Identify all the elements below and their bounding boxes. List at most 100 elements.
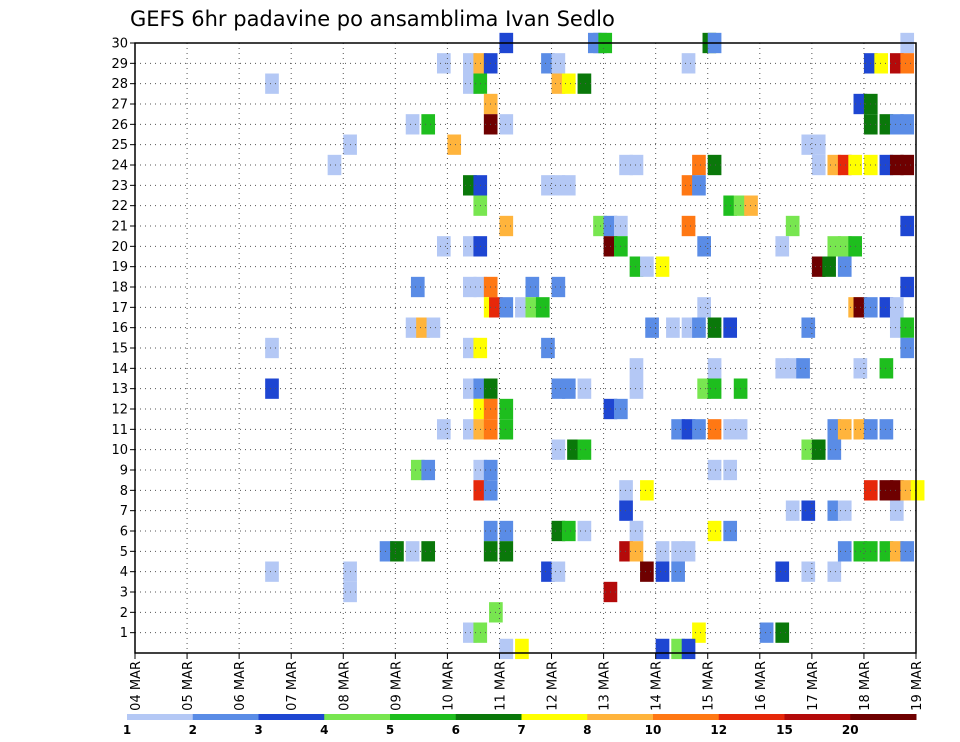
precip-cell [436,53,451,74]
y-tick-label: 16 [111,321,128,336]
colorbar-label: 3 [254,723,262,737]
precip-cell [541,561,555,582]
precip-cell [879,480,894,501]
precip-cell [515,638,529,660]
precip-cell [811,256,826,277]
x-tick-label: 12 MAR [546,661,561,711]
precip-cell [801,500,816,521]
precip-cell [463,419,477,440]
colorbar-swatch [127,714,194,720]
precip-cell [463,53,477,74]
precip-cell [577,378,592,399]
y-tick-label: 23 [111,179,128,194]
colorbar-swatch [587,714,654,720]
colorbar-swatch [653,714,720,720]
y-tick-label: 30 [111,37,128,52]
precip-cell [837,236,852,257]
precip-cell [463,622,477,643]
precip-cell [889,480,904,501]
precip-cell [499,398,514,420]
precip-cell [827,439,842,460]
precip-cell [900,154,915,176]
precip-cell [577,73,592,94]
precip-cell [551,520,566,542]
precip-cell [463,378,477,399]
precip-cell [889,53,904,74]
precip-cell [499,638,514,660]
precip-cell [640,256,654,277]
colorbar-label: 12 [710,723,727,737]
precip-cell [463,175,477,196]
precip-cell [671,541,685,562]
precip-cell [421,459,436,481]
precip-cell [900,114,915,135]
x-tick-label: 09 MAR [389,661,404,711]
precip-cell [405,114,420,135]
precip-cell [827,500,842,521]
x-tick-label: 14 MAR [650,661,665,711]
precip-cell [499,520,514,542]
precip-cell [379,541,394,562]
precip-cell [671,561,685,582]
colorbar-swatch [718,714,785,720]
colorbar-label: 10 [645,723,662,737]
precip-cell [390,541,404,562]
precip-cell [577,520,592,542]
colorbar-swatch [192,714,259,720]
precip-cell [707,378,722,399]
colorbar-label: 7 [517,723,525,737]
y-tick-label: 21 [111,220,128,235]
colorbar-label: 8 [583,723,591,737]
precip-cell [775,561,790,582]
y-tick-label: 22 [111,199,128,214]
colorbar-label: 4 [320,723,328,737]
precip-cell [837,154,852,176]
precip-cell [827,236,842,257]
precip-cell [629,256,644,277]
precip-cell [551,439,566,460]
colorbar-swatch [850,714,917,720]
precip-cell [447,134,462,155]
precip-cell [629,520,644,542]
precip-cell [265,561,279,582]
precip-cell [265,378,279,399]
precip-cell [541,337,555,359]
colorbar-swatch [258,714,325,720]
precip-cell [785,358,800,379]
colorbar-label: 15 [776,723,793,737]
precip-cell [463,236,477,257]
precip-cell [759,622,774,643]
precip-cell [801,317,816,338]
precip-cell [629,154,644,176]
precip-cell [775,358,790,379]
y-tick-label: 14 [111,362,128,377]
precip-cell [837,500,852,521]
precip-cell [822,256,836,277]
precip-cell [900,53,915,74]
precip-cell [910,480,925,501]
precip-cell [655,541,670,562]
precip-cell [525,297,540,318]
y-tick-label: 12 [111,403,128,418]
y-tick-label: 19 [111,260,128,275]
precip-cell [707,154,722,176]
precip-cell [655,638,670,660]
precip-cell [879,154,894,176]
precip-cell [681,638,696,660]
precip-cell [801,134,816,155]
precip-cell [681,53,696,74]
y-tick-label: 6 [120,525,128,540]
precip-cell [775,236,790,257]
y-tick-label: 7 [120,504,128,519]
precip-cell [629,541,644,562]
precip-cell [827,419,842,440]
precip-cell [629,358,644,379]
y-tick-label: 11 [111,423,128,438]
precip-cell [410,459,425,481]
precip-cell [436,236,451,257]
precip-cell [525,276,540,298]
chart-title: GEFS 6hr padavine po ansamblima Ivan Sed… [130,7,615,31]
y-tick-label: 17 [111,301,128,316]
precip-cell [692,622,706,643]
precip-cell [681,317,696,338]
